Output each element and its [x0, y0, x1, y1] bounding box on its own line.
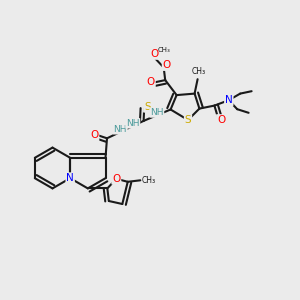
Text: O: O — [151, 49, 159, 59]
Text: CH₃: CH₃ — [192, 67, 206, 76]
Text: O: O — [147, 77, 155, 88]
Text: NH: NH — [113, 125, 127, 134]
Text: S: S — [144, 102, 151, 112]
Text: O: O — [112, 174, 121, 184]
Text: O: O — [217, 115, 225, 125]
Text: NH: NH — [126, 119, 140, 128]
Text: S: S — [185, 115, 191, 125]
Text: N: N — [225, 95, 233, 105]
Text: CH₃: CH₃ — [158, 47, 170, 53]
Text: O: O — [90, 130, 98, 140]
Text: CH₃: CH₃ — [142, 176, 156, 185]
Text: O: O — [163, 60, 171, 70]
Text: N: N — [66, 173, 74, 183]
Text: NH: NH — [150, 108, 164, 117]
